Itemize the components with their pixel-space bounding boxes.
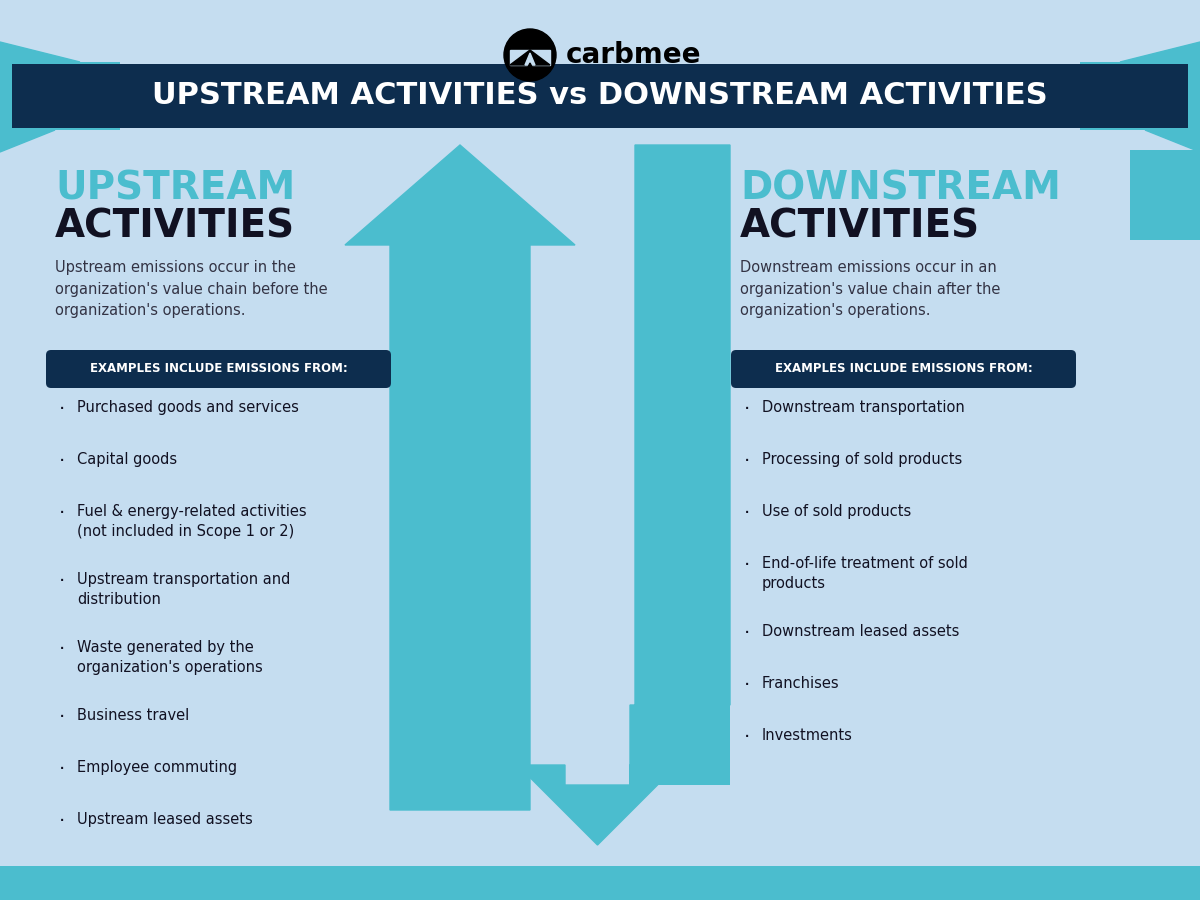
Text: Employee commuting: Employee commuting <box>77 760 238 775</box>
Text: ACTIVITIES: ACTIVITIES <box>740 208 980 246</box>
Polygon shape <box>517 145 730 845</box>
Text: Downstream emissions occur in an
organization's value chain after the
organizati: Downstream emissions occur in an organiz… <box>740 260 1001 319</box>
FancyBboxPatch shape <box>630 705 730 785</box>
Text: ·: · <box>59 640 65 659</box>
Text: EXAMPLES INCLUDE EMISSIONS FROM:: EXAMPLES INCLUDE EMISSIONS FROM: <box>775 363 1032 375</box>
Text: ·: · <box>59 572 65 591</box>
Polygon shape <box>510 37 550 65</box>
Text: ·: · <box>59 812 65 831</box>
Text: UPSTREAM ACTIVITIES vs DOWNSTREAM ACTIVITIES: UPSTREAM ACTIVITIES vs DOWNSTREAM ACTIVI… <box>152 82 1048 111</box>
Text: ·: · <box>744 676 750 695</box>
Text: ·: · <box>59 708 65 727</box>
Polygon shape <box>510 50 550 65</box>
Text: DOWNSTREAM: DOWNSTREAM <box>740 170 1061 208</box>
Text: ·: · <box>59 760 65 779</box>
Text: Franchises: Franchises <box>762 676 840 691</box>
Polygon shape <box>1120 42 1200 62</box>
FancyBboxPatch shape <box>1130 150 1200 240</box>
FancyBboxPatch shape <box>1080 62 1200 130</box>
FancyBboxPatch shape <box>46 350 391 388</box>
Text: ACTIVITIES: ACTIVITIES <box>55 208 295 246</box>
Text: ·: · <box>744 504 750 523</box>
Text: EXAMPLES INCLUDE EMISSIONS FROM:: EXAMPLES INCLUDE EMISSIONS FROM: <box>90 363 347 375</box>
Text: ·: · <box>744 728 750 747</box>
Text: ·: · <box>59 400 65 419</box>
Polygon shape <box>0 42 80 62</box>
Text: Business travel: Business travel <box>77 708 190 723</box>
Circle shape <box>504 29 556 81</box>
Text: ·: · <box>59 504 65 523</box>
Text: Upstream emissions occur in the
organization's value chain before the
organizati: Upstream emissions occur in the organiza… <box>55 260 328 319</box>
FancyBboxPatch shape <box>731 350 1076 388</box>
FancyBboxPatch shape <box>0 62 120 130</box>
Text: Upstream leased assets: Upstream leased assets <box>77 812 253 827</box>
Polygon shape <box>526 63 535 81</box>
Text: ·: · <box>744 556 750 575</box>
Text: ·: · <box>744 624 750 643</box>
Polygon shape <box>346 145 575 810</box>
Polygon shape <box>526 53 535 65</box>
FancyBboxPatch shape <box>0 866 1200 900</box>
Text: Investments: Investments <box>762 728 853 743</box>
Text: ·: · <box>744 452 750 471</box>
Text: Downstream transportation: Downstream transportation <box>762 400 965 415</box>
Text: ·: · <box>744 400 750 419</box>
Text: UPSTREAM: UPSTREAM <box>55 170 295 208</box>
Polygon shape <box>510 50 550 65</box>
Text: Use of sold products: Use of sold products <box>762 504 911 519</box>
Text: Processing of sold products: Processing of sold products <box>762 452 962 467</box>
Text: Capital goods: Capital goods <box>77 452 178 467</box>
Text: Waste generated by the
organization's operations: Waste generated by the organization's op… <box>77 640 263 675</box>
FancyBboxPatch shape <box>12 64 1188 128</box>
Text: Purchased goods and services: Purchased goods and services <box>77 400 299 415</box>
Polygon shape <box>0 130 55 152</box>
Text: carbmee: carbmee <box>566 41 702 69</box>
Polygon shape <box>1145 130 1200 152</box>
Text: ·: · <box>59 452 65 471</box>
Text: Upstream transportation and
distribution: Upstream transportation and distribution <box>77 572 290 608</box>
Text: End-of-life treatment of sold
products: End-of-life treatment of sold products <box>762 556 968 591</box>
Text: Fuel & energy-related activities
(not included in Scope 1 or 2): Fuel & energy-related activities (not in… <box>77 504 307 539</box>
Text: Downstream leased assets: Downstream leased assets <box>762 624 959 639</box>
